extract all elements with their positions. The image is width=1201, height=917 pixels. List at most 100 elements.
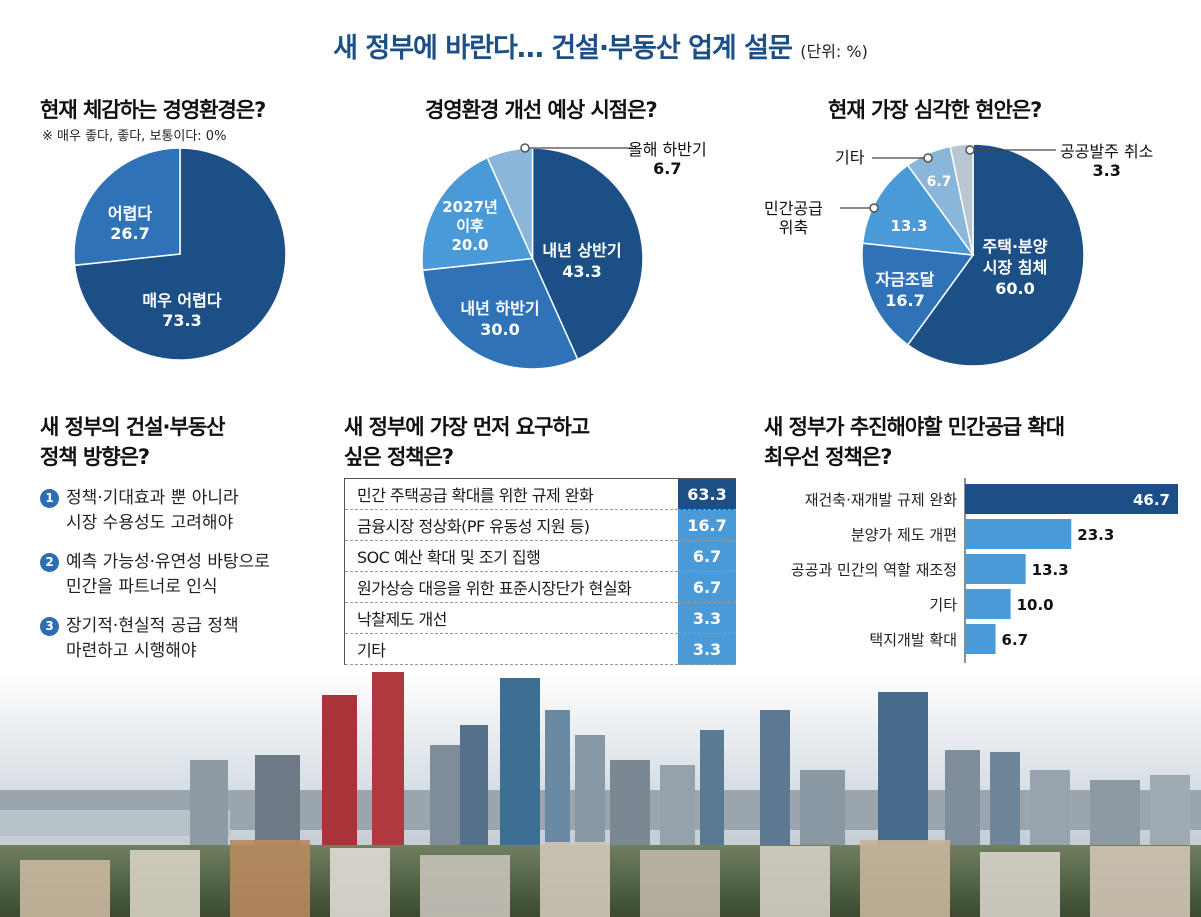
skyline-low-building bbox=[130, 850, 200, 917]
q1-label-hard: 어렵다 bbox=[108, 204, 152, 223]
pie-slice-hard bbox=[73, 147, 181, 267]
supply-title-line2: 최우선 정책은? bbox=[764, 445, 892, 469]
bar-value-label: 13.3 bbox=[1032, 561, 1069, 579]
policy-label: 민간 주택공급 확대를 위한 규제 완화 bbox=[344, 478, 678, 510]
bar-category-label: 분양가 제도 개편 bbox=[851, 526, 957, 544]
skyline-low-building bbox=[1090, 846, 1190, 917]
bar bbox=[965, 554, 1026, 584]
direction-title-line1: 새 정부의 건설·부동산 bbox=[40, 415, 225, 439]
bar-category-label: 택지개발 확대 bbox=[869, 631, 957, 649]
supply-title-line1: 새 정부가 추진해야할 민간공급 확대 bbox=[764, 415, 1065, 439]
q3-value-private: 13.3 bbox=[890, 217, 927, 235]
skyline-low-building bbox=[330, 848, 390, 917]
q2-callout-this-year: 올해 하반기 6.7 bbox=[628, 140, 707, 178]
q2-value-this-year: 6.7 bbox=[653, 159, 682, 178]
q2-label-after-2027: 2027년 bbox=[442, 198, 498, 216]
number-badge-2: 2 bbox=[40, 553, 59, 572]
skyline-low-building bbox=[980, 852, 1060, 917]
bar-category-label: 재건축·재개발 규제 완화 bbox=[805, 491, 958, 509]
q3-value-housing: 60.0 bbox=[995, 279, 1034, 298]
table-row: SOC 예산 확대 및 조기 집행 6.7 bbox=[344, 540, 736, 572]
skyline-low-building bbox=[230, 840, 310, 917]
direction-item-2-text: 예측 가능성·유연성 바탕으로 민간을 파트너로 인식 bbox=[66, 550, 270, 600]
q3-label-housing-line2: 시장 침체 bbox=[983, 258, 1047, 277]
number-badge-1: 1 bbox=[40, 489, 59, 508]
policy-value: 16.7 bbox=[678, 509, 736, 541]
pie-slice-next-first-half bbox=[531, 147, 644, 361]
city-skyline-photo bbox=[0, 670, 1201, 917]
q2-value-first-half: 43.3 bbox=[562, 262, 601, 281]
q3-label-housing: 주택·분양 bbox=[983, 237, 1048, 256]
bar-category-label: 공공과 민간의 역할 재조정 bbox=[791, 561, 957, 579]
skyline-building bbox=[760, 710, 790, 870]
direction-item-3-line1: 장기적·현실적 공급 정책 bbox=[66, 616, 239, 636]
pie-slice-private-supply bbox=[861, 164, 975, 256]
direction-item-1-line2: 시장 수용성도 고려해야 bbox=[66, 513, 234, 533]
direction-title: 새 정부의 건설·부동산 정책 방향은? bbox=[40, 412, 225, 472]
q1-label-very-hard: 매우 어렵다 bbox=[142, 291, 221, 310]
bar bbox=[965, 519, 1072, 549]
skyline-building bbox=[322, 695, 357, 870]
bar-value-label: 10.0 bbox=[1017, 596, 1054, 614]
table-row: 금융시장 정상화(PF 유동성 지원 등) 16.7 bbox=[344, 509, 736, 541]
q2-label-after-2027-line2: 이후 bbox=[456, 217, 484, 235]
policy-title: 새 정부에 가장 먼저 요구하고 싶은 정책은? bbox=[344, 412, 590, 472]
q1-value-very-hard: 73.3 bbox=[162, 311, 201, 330]
q3-label-private-line2: 위축 bbox=[778, 218, 809, 237]
pie-slice-funding bbox=[861, 242, 975, 346]
q3-title: 현재 가장 심각한 현안은? bbox=[828, 98, 1042, 122]
title-text: 새 정부에 바란다… 건설·부동산 업계 설문 bbox=[333, 33, 793, 64]
policy-label: 금융시장 정상화(PF 유동성 지원 등) bbox=[344, 509, 678, 541]
q3-callout-public: 공공발주 취소 3.3 bbox=[1060, 142, 1153, 180]
q2-label-first-half: 내년 상반기 bbox=[542, 241, 621, 260]
q1-value-hard: 26.7 bbox=[110, 224, 149, 243]
direction-item-2-line1: 예측 가능성·유연성 바탕으로 bbox=[66, 552, 270, 572]
policy-value: 3.3 bbox=[678, 633, 736, 665]
pie-slice-housing-slump bbox=[906, 143, 1085, 367]
policy-title-line2: 싶은 정책은? bbox=[344, 445, 454, 469]
direction-title-line2: 정책 방향은? bbox=[40, 445, 150, 469]
bar-value-label: 46.7 bbox=[1133, 491, 1170, 509]
bar-value-label: 23.3 bbox=[1077, 526, 1114, 544]
q3-value-funding: 16.7 bbox=[885, 291, 924, 310]
number-badge-3: 3 bbox=[40, 617, 59, 636]
table-row: 기타 3.3 bbox=[344, 633, 736, 665]
policy-label: 낙찰제도 개선 bbox=[344, 602, 678, 634]
infographic-title: 새 정부에 바란다… 건설·부동산 업계 설문 (단위: %) bbox=[0, 26, 1201, 65]
q2-label-second-half: 내년 하반기 bbox=[460, 299, 539, 318]
table-row: 낙찰제도 개선 3.3 bbox=[344, 602, 736, 634]
skyline-building bbox=[500, 678, 540, 870]
table-row: 원가상승 대응을 위한 표준시장단가 현실화 6.7 bbox=[344, 571, 736, 603]
q3-value-other: 6.7 bbox=[927, 174, 952, 190]
policy-value: 6.7 bbox=[678, 540, 736, 572]
skyline-building bbox=[372, 672, 404, 870]
direction-item-3-line2: 마련하고 시행해야 bbox=[66, 641, 197, 661]
policy-label: SOC 예산 확대 및 조기 집행 bbox=[344, 540, 678, 572]
direction-item-2: 2 예측 가능성·유연성 바탕으로 민간을 파트너로 인식 bbox=[40, 550, 340, 600]
bar-value-label: 6.7 bbox=[1002, 631, 1029, 649]
q1-note: ※ 매우 좋다, 좋다, 보통이다: 0% bbox=[42, 129, 227, 144]
q1-title: 현재 체감하는 경영환경은? bbox=[40, 98, 266, 122]
pie-slice-public-order bbox=[949, 143, 974, 256]
pie-slice-after-2027 bbox=[421, 156, 534, 272]
bar bbox=[965, 484, 1178, 514]
q2-label-this-year: 올해 하반기 bbox=[628, 140, 707, 159]
bar-category-label: 기타 bbox=[929, 596, 957, 614]
pie-chart-serious-issues: 주택·분양 시장 침체 60.0 자금조달 16.7 13.3 6.7 bbox=[861, 143, 1085, 367]
direction-item-1-line1: 정책·기대효과 뿐 아니라 bbox=[66, 488, 239, 508]
skyline-low-building bbox=[420, 855, 510, 917]
table-row: 민간 주택공급 확대를 위한 규제 완화 63.3 bbox=[344, 478, 736, 510]
bar bbox=[965, 624, 996, 654]
q2-value-second-half: 30.0 bbox=[480, 320, 519, 339]
policy-table: 민간 주택공급 확대를 위한 규제 완화 63.3 금융시장 정상화(PF 유동성 … bbox=[344, 478, 736, 665]
policy-value: 3.3 bbox=[678, 602, 736, 634]
skyline-low-building bbox=[540, 842, 610, 917]
bar bbox=[965, 589, 1011, 619]
supply-title: 새 정부가 추진해야할 민간공급 확대 최우선 정책은? bbox=[764, 412, 1065, 472]
pie-chart-improvement-timing: 내년 상반기 43.3 내년 하반기 30.0 2027년 이후 20.0 bbox=[421, 147, 644, 370]
q3-label-private: 민간공급 bbox=[764, 199, 823, 218]
